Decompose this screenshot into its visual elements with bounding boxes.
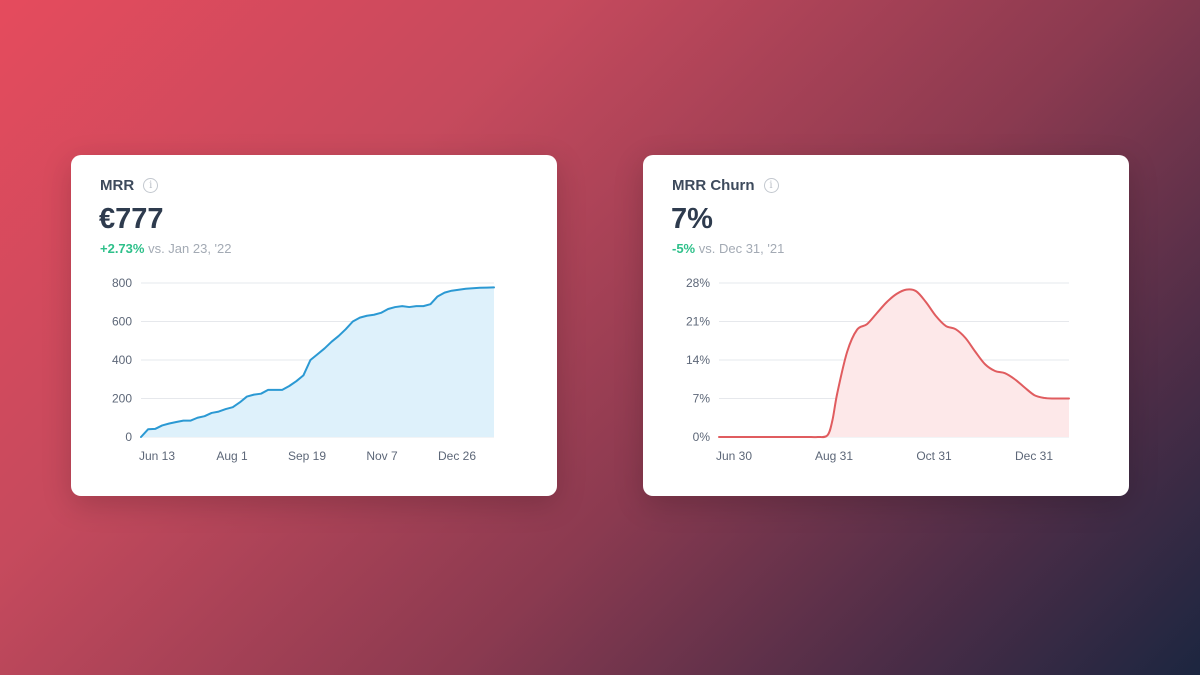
y-tick-label: 0%: [693, 430, 711, 444]
churn-title: MRR Churn: [672, 177, 755, 194]
mrr-title: MRR: [100, 177, 135, 194]
churn-value: 7%: [671, 203, 713, 235]
series-line: [140, 286, 495, 438]
y-tick-label: 14%: [686, 353, 710, 367]
y-tick-label: 400: [112, 353, 132, 367]
x-tick-label: Dec 26: [438, 449, 476, 463]
y-tick-label: 200: [112, 392, 132, 406]
y-tick-label: 7%: [693, 392, 711, 406]
mrr-churn-card: MRR Churn i 7% -5% vs. Dec 31, '21 0% 7% 1…: [643, 155, 1129, 496]
mrr-delta: +2.73% vs. Jan 23, '22: [100, 241, 232, 256]
churn-delta: -5% vs. Dec 31, '21: [672, 241, 784, 256]
mrr-chart: 0 200 400 600 800 Jun 13 Aug 1 Sep 19 Nov 7 Dec 2…: [112, 276, 495, 463]
x-tick-label: Sep 19: [288, 449, 326, 463]
y-tick-label: 600: [112, 315, 132, 329]
series-area: [141, 287, 494, 437]
mrr-change: +2.73%: [100, 241, 145, 256]
x-tick-label: Aug 1: [216, 449, 248, 463]
x-tick-label: Dec 31: [1015, 449, 1053, 463]
y-tick-label: 21%: [686, 315, 710, 329]
x-tick-label: Jun 30: [716, 449, 752, 463]
info-icon[interactable]: i: [763, 178, 779, 193]
churn-change: -5%: [672, 241, 696, 256]
y-tick-label: 28%: [686, 276, 710, 290]
info-icon[interactable]: i: [143, 178, 159, 193]
churn-title-row: MRR Churn i: [672, 177, 779, 194]
x-tick-label: Jun 13: [139, 449, 175, 463]
y-tick-label: 0: [125, 430, 132, 444]
series-line: [718, 288, 1070, 439]
mrr-value: €777: [99, 203, 164, 235]
mrr-title-row: MRR i: [100, 177, 159, 194]
churn-chart: 0% 7% 14% 21% 28% Jun 30 Aug 31 Oct 31 Dec 31: [686, 276, 1070, 463]
mrr-card: MRR i €777 +2.73% vs. Jan 23, '22 0 200 40…: [71, 155, 557, 496]
x-tick-label: Nov 7: [366, 449, 398, 463]
x-tick-label: Aug 31: [815, 449, 853, 463]
churn-comparison: vs. Dec 31, '21: [698, 241, 785, 256]
series-area: [719, 289, 1069, 438]
x-tick-label: Oct 31: [916, 449, 952, 463]
mrr-comparison: vs. Jan 23, '22: [148, 241, 232, 256]
y-tick-label: 800: [112, 276, 132, 290]
